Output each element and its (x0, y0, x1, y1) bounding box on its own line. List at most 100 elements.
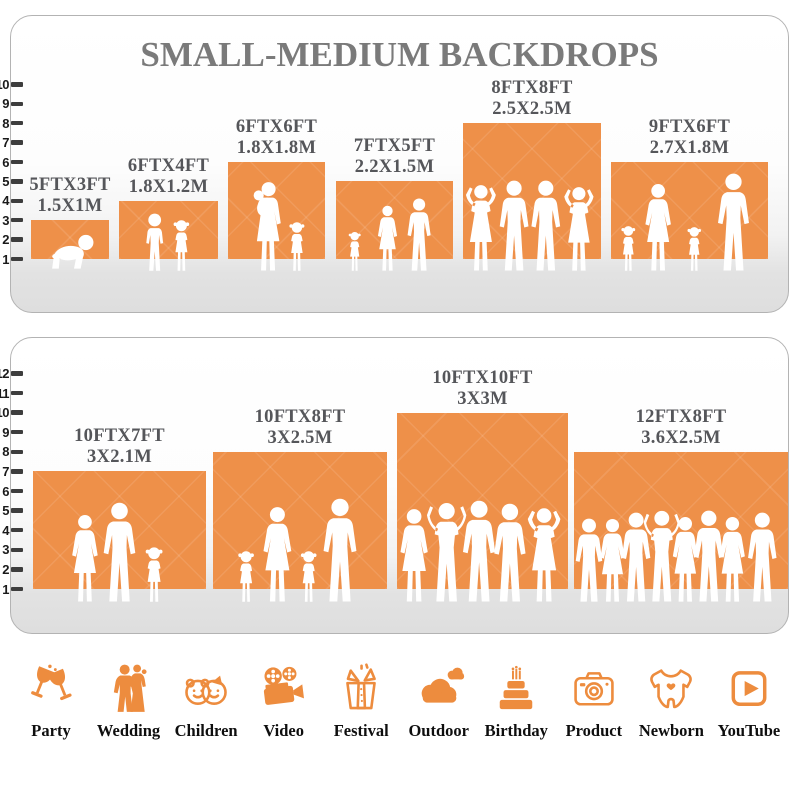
tick-label: 11 (0, 385, 10, 401)
backdrop-size-label: 7FTX5FT 2.2X1.5M (295, 136, 495, 178)
axis-tick: 6 (0, 154, 23, 170)
tick-label: 10 (0, 405, 10, 421)
panel-large-backdrops: 12345678910111210FTX7FT3X2.1M10FTX8FT3X2… (0, 337, 789, 634)
tick-mark (11, 429, 23, 435)
axis-tick: 10 (0, 405, 23, 421)
tick-label: 12 (0, 365, 10, 381)
backdrop-bar (33, 471, 206, 589)
tick-label: 5 (2, 173, 9, 189)
size-ft: 10FTX10FT (432, 367, 533, 388)
backdrop-bar (119, 200, 218, 260)
video-icon (258, 662, 310, 714)
size-m: 1.8X1.2M (128, 176, 209, 197)
tick-mark (11, 256, 23, 262)
tick-mark (11, 508, 23, 513)
tick-mark (11, 488, 23, 494)
tick-mark (11, 547, 23, 553)
outdoor-icon (413, 662, 465, 714)
newborn-icon (645, 662, 697, 714)
category-outdoor: Outdoor (402, 662, 476, 741)
size-m: 2.5X2.5M (492, 99, 572, 120)
tick-label: 2 (2, 232, 9, 248)
category-label: Video (263, 721, 304, 740)
tick-mark (11, 82, 23, 87)
tick-label: 9 (2, 96, 9, 112)
axis-tick: 10 (0, 76, 23, 92)
backdrop-size-label: 10FTX8FT 3X2.5M (200, 407, 400, 449)
wedding-icon (103, 662, 155, 714)
backdrop-bar (611, 162, 768, 259)
axis-tick: 2 (0, 232, 23, 248)
tick-label: 10 (0, 76, 10, 92)
category-video: Video (247, 662, 321, 741)
category-label: Wedding (96, 721, 161, 740)
size-m: 3X2.1M (87, 447, 152, 468)
birthday-icon (490, 662, 542, 714)
axis-tick: 1 (0, 251, 23, 267)
tick-mark (11, 198, 23, 204)
category-children: Children (169, 662, 243, 741)
category-festival: Festival (324, 662, 398, 741)
axis-tick: 4 (0, 522, 23, 538)
tick-mark (11, 120, 23, 126)
size-m: 3X2.5M (267, 427, 333, 448)
category-wedding: Wedding (92, 662, 166, 741)
category-row: Party Wedding Children Video Festival Outdoor… (14, 662, 786, 741)
category-label: Newborn (638, 721, 704, 740)
size-m: 1.5X1M (37, 196, 103, 217)
tick-mark (11, 179, 23, 184)
backdrop-bar (31, 220, 109, 259)
festival-icon (335, 662, 387, 714)
size-ft: 8FTX8FT (491, 78, 573, 99)
category-party: Party (14, 662, 88, 741)
size-m: 2.2X1.5M (354, 157, 435, 178)
tick-label: 1 (2, 251, 9, 267)
tick-label: 5 (2, 503, 9, 519)
size-m: 1.8X1.8M (236, 138, 317, 158)
tick-mark (11, 567, 23, 572)
tick-mark (11, 410, 23, 415)
category-label: Birthday (484, 721, 548, 740)
axis-tick: 11 (0, 385, 23, 401)
tick-label: 4 (2, 193, 9, 209)
backdrop-size-label: 12FTX8FT 3.6X2.5M (581, 407, 781, 449)
category-label: YouTube (717, 721, 781, 740)
tick-label: 1 (2, 581, 9, 597)
category-label: Party (31, 721, 71, 740)
tick-label: 4 (2, 522, 9, 538)
tick-label: 3 (2, 212, 9, 228)
tick-mark (11, 586, 23, 592)
axis-tick: 9 (0, 96, 23, 112)
category-label: Product (565, 721, 623, 740)
children-icon (180, 662, 232, 714)
size-ft: 6FTX6FT (235, 117, 318, 137)
size-ft: 12FTX8FT (635, 406, 727, 427)
size-m: 2.7X1.8M (649, 138, 730, 158)
size-ft: 7FTX5FT (353, 136, 436, 157)
axis-tick: 7 (0, 135, 23, 151)
tick-label: 7 (2, 135, 9, 151)
tick-mark (11, 159, 23, 165)
category-newborn: Newborn (634, 662, 708, 741)
tick-label: 2 (2, 561, 9, 577)
tick-mark (11, 140, 23, 145)
tick-label: 8 (2, 115, 9, 131)
tick-label: 8 (2, 444, 9, 460)
backdrop-bar (574, 451, 788, 590)
size-ft: 5FTX3FT (29, 175, 111, 196)
backdrop-size-label: 5FTX3FT 1.5X1M (0, 175, 170, 217)
size-ft: 6FTX4FT (127, 155, 210, 176)
product-icon (568, 662, 620, 714)
backdrop-bar (397, 412, 568, 590)
category-youtube: YouTube (712, 662, 786, 741)
axis-tick: 1 (0, 581, 23, 597)
size-ft: 10FTX8FT (254, 406, 346, 427)
page-title: SMALL-MEDIUM BACKDROPS (140, 35, 659, 74)
category-label: Outdoor (408, 721, 469, 740)
axis-tick: 5 (0, 503, 23, 519)
tick-mark (11, 217, 23, 223)
panel-small-medium-backdrops: SMALL-MEDIUM BACKDROPS 1 2 3 4 5 6 7 8 9 10 5FTX3F… (0, 15, 789, 313)
axis-tick: 6 (0, 483, 23, 499)
size-m: 3X3M (457, 388, 508, 409)
size-ft: 10FTX7FT (74, 426, 165, 447)
